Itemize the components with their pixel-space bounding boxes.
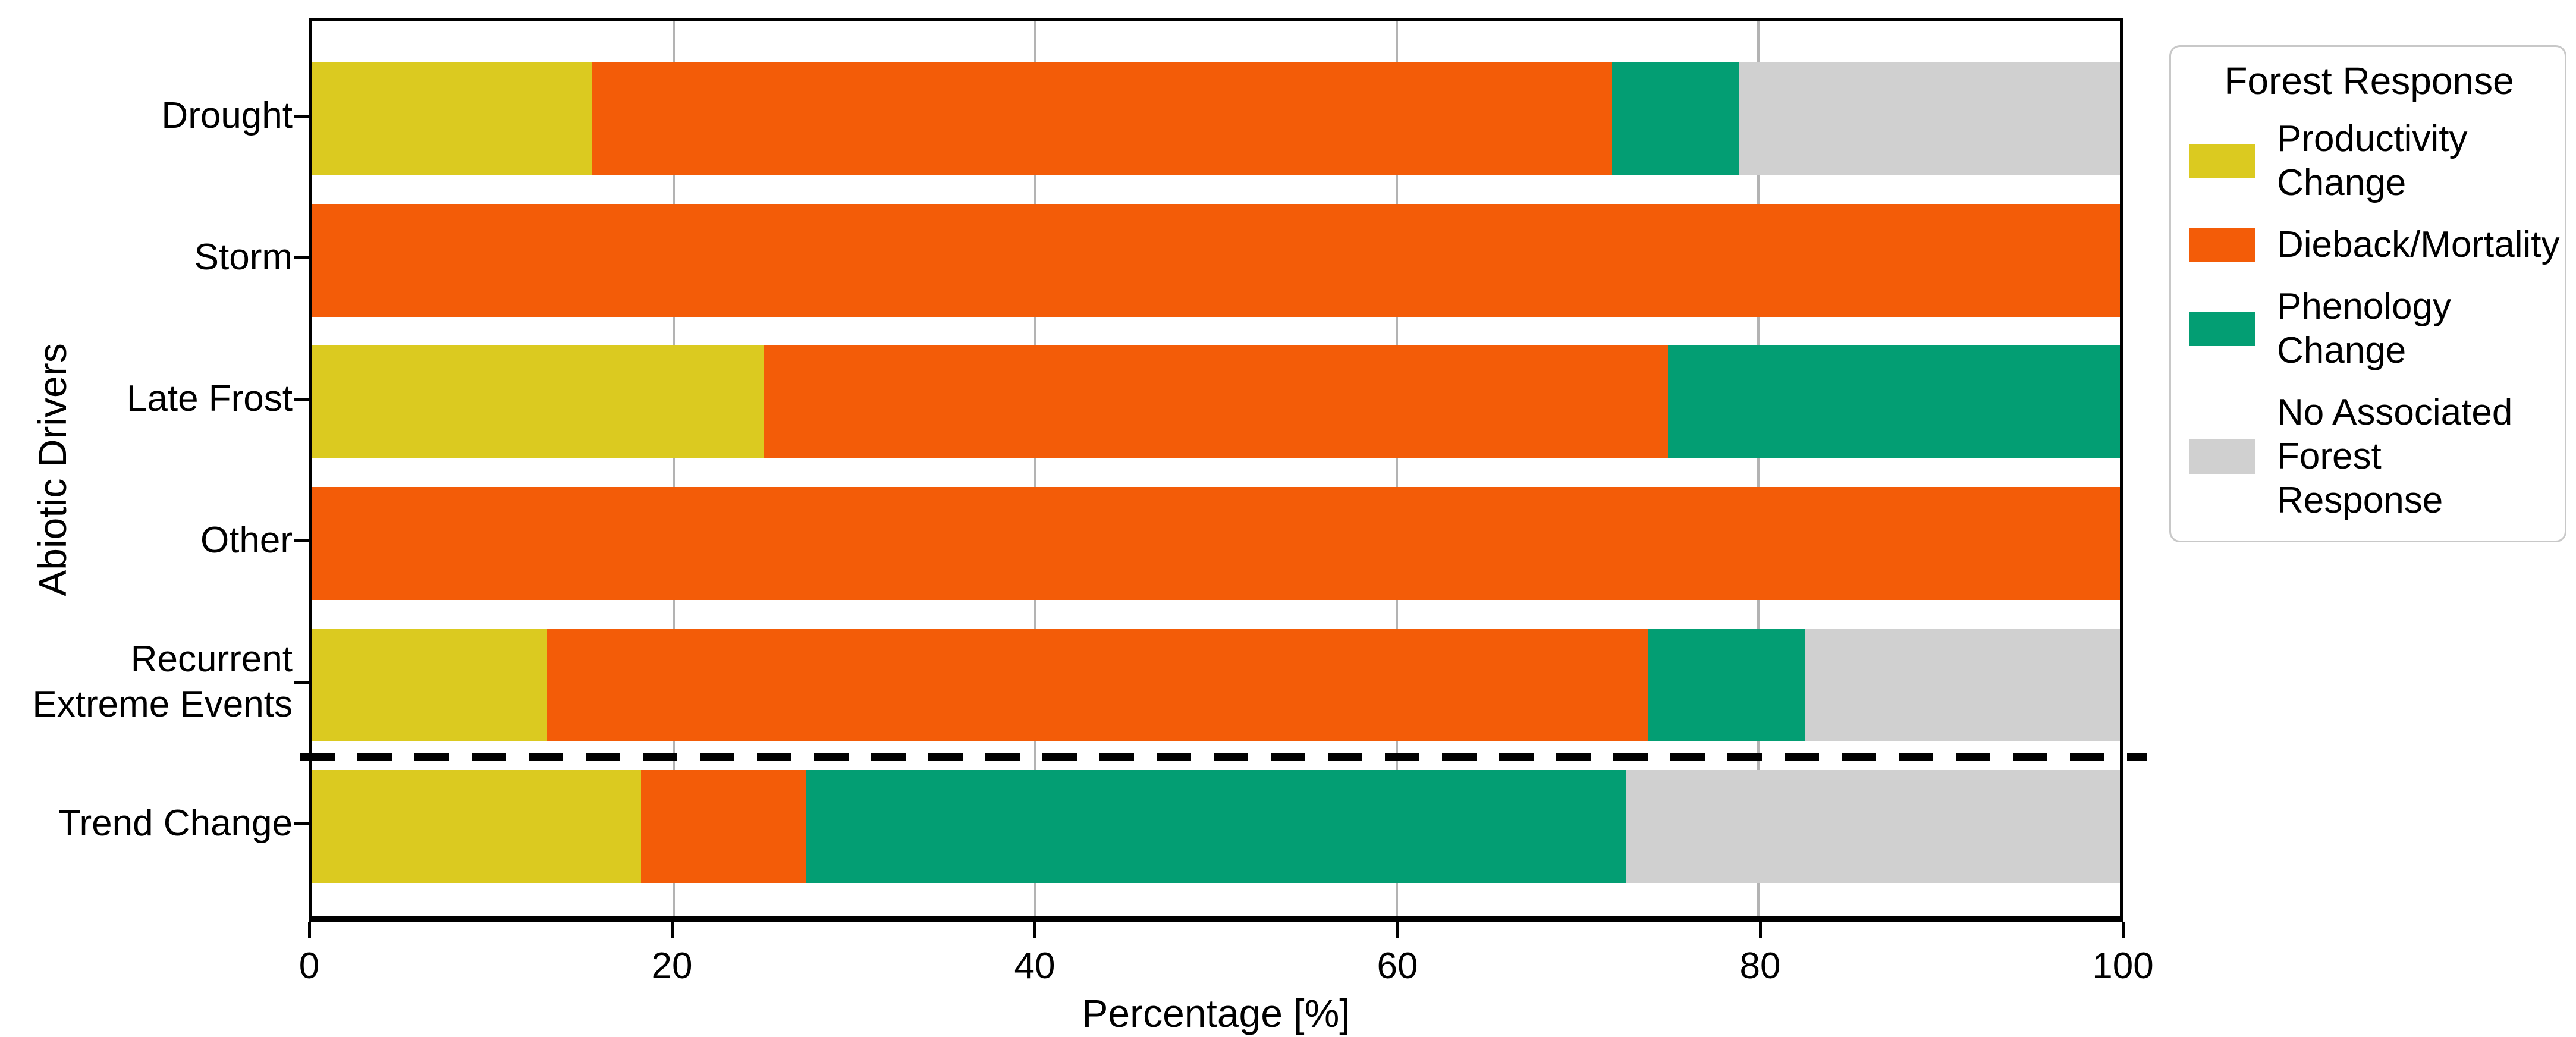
bar-row [312, 487, 2120, 600]
legend-item: Dieback/Mortality [2189, 223, 2559, 267]
legend-swatch-4 [2189, 439, 2255, 474]
bar-segment [1668, 345, 2120, 458]
plot-area [300, 18, 2147, 922]
legend-item-label: Phenology Change [2277, 286, 2452, 371]
x-tick-mark [1759, 922, 1762, 938]
y-tick-mark [294, 681, 309, 684]
x-tick-label: 80 [1739, 945, 1781, 986]
legend-item-label: No Associated Forest Response [2277, 392, 2513, 521]
bar-row [312, 629, 2120, 741]
category-label: Other [200, 520, 293, 561]
y-tick-mark [294, 822, 309, 825]
legend-item: No Associated Forest Response [2189, 391, 2549, 523]
bar-segment [641, 770, 806, 883]
gridline-layer [312, 21, 2120, 916]
legend-swatch-3 [2189, 312, 2255, 346]
bar-segment [312, 62, 593, 175]
bar-segment [312, 345, 764, 458]
category-label: Trend Change [58, 803, 293, 844]
bar-row [312, 345, 2120, 458]
x-tick-label: 60 [1377, 945, 1418, 986]
x-tick-label: 100 [2092, 945, 2154, 986]
x-tick-label: 40 [1014, 945, 1055, 986]
x-tick-mark [1033, 922, 1036, 938]
x-axis-title: Percentage [%] [1082, 991, 1350, 1035]
bar-segment [805, 770, 1627, 883]
bar-segment [312, 204, 2120, 317]
category-label: Drought [161, 95, 293, 136]
bar-segment [1738, 62, 2120, 175]
bar-segment [312, 487, 2120, 600]
bars-layer [312, 21, 2120, 916]
bar-segment [547, 629, 1648, 741]
bar-segment [312, 770, 642, 883]
gridline-60 [1396, 21, 1398, 916]
bar-segment [592, 62, 1612, 175]
legend: Forest Response Productivity Change Dieba… [2169, 45, 2566, 542]
y-tick-mark [294, 539, 309, 542]
bar-row [312, 62, 2120, 175]
bar-segment [1648, 629, 1806, 741]
gridline-80 [1757, 21, 1760, 916]
category-label: Recurrent Extreme Events [32, 639, 293, 725]
bar-segment [1626, 770, 2120, 883]
x-tick-mark [671, 922, 674, 938]
legend-title: Forest Response [2224, 59, 2514, 102]
bar-segment [312, 629, 548, 741]
bar-row [312, 204, 2120, 317]
bar-segment [1611, 62, 1739, 175]
category-label: Storm [194, 237, 293, 278]
gridline-20 [673, 21, 675, 916]
legend-item: Phenology Change [2189, 285, 2549, 373]
bar-segment [1805, 629, 2120, 741]
y-tick-mark [294, 115, 309, 118]
x-tick-mark [1396, 922, 1399, 938]
legend-item: Productivity Change [2189, 117, 2549, 205]
bar-row [312, 770, 2120, 883]
gridline-40 [1034, 21, 1036, 916]
x-tick-mark [2122, 922, 2125, 938]
legend-swatch-1 [2189, 144, 2255, 178]
x-tick-mark [308, 922, 311, 938]
legend-item-label: Productivity Change [2277, 118, 2468, 203]
legend-items: Productivity Change Dieback/Mortality Phen… [2189, 117, 2559, 523]
legend-swatch-2 [2189, 228, 2255, 262]
x-tick-label: 0 [299, 945, 320, 986]
legend-item-label: Dieback/Mortality [2277, 224, 2560, 265]
category-label: Late Frost [126, 378, 293, 419]
y-tick-mark [294, 256, 309, 259]
x-tick-label: 20 [651, 945, 693, 986]
y-tick-mark [294, 398, 309, 401]
bar-segment [764, 345, 1668, 458]
dashed-separator-line [300, 753, 2147, 761]
